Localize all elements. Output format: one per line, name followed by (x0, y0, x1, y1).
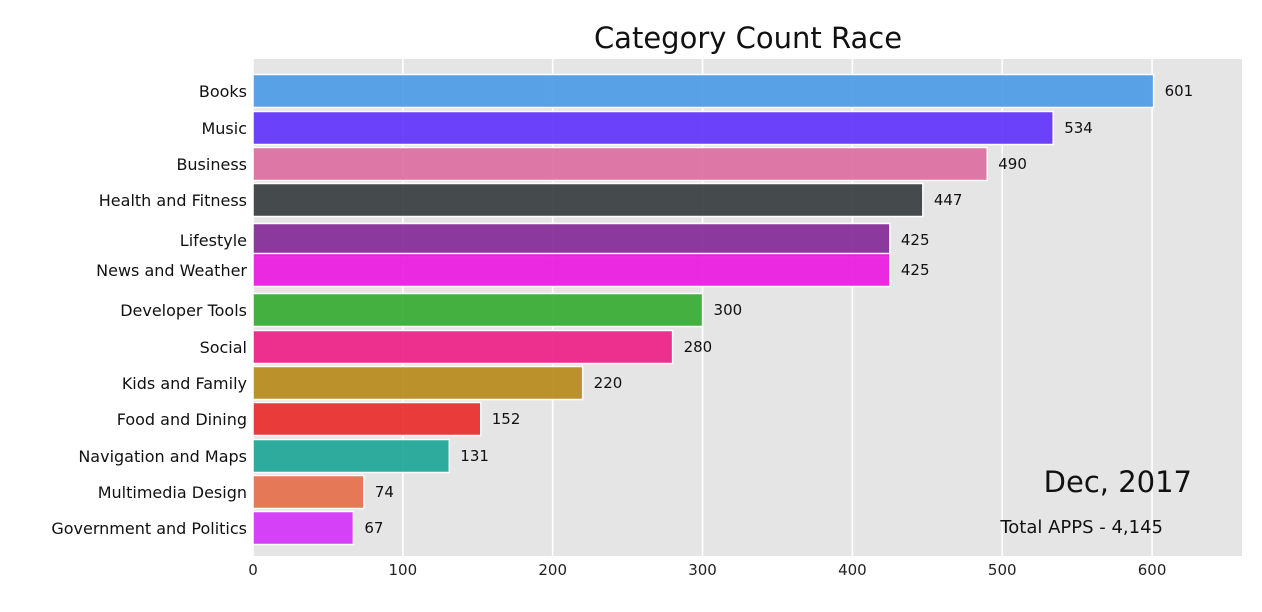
value-label: 601 (1165, 82, 1194, 100)
bar (252, 182, 924, 218)
bar (252, 73, 1155, 109)
category-label: Music (201, 119, 247, 138)
category-label: Kids and Family (122, 374, 247, 393)
category-label: Multimedia Design (98, 483, 247, 502)
category-label: Books (199, 82, 247, 101)
bar (252, 474, 365, 510)
bars (252, 73, 1155, 546)
bar (252, 438, 451, 474)
total-apps-label: Total APPS - 4,145 (999, 517, 1163, 538)
bar (252, 252, 891, 288)
x-tick-label: 0 (248, 561, 258, 579)
value-label: 280 (684, 338, 713, 356)
x-tick-label: 100 (389, 561, 418, 579)
category-label: Lifestyle (180, 231, 247, 250)
date-label: Dec, 2017 (1044, 465, 1192, 499)
x-tick-label: 300 (688, 561, 717, 579)
value-label: 425 (901, 231, 930, 249)
value-label: 534 (1064, 119, 1093, 137)
chart-title: Category Count Race (594, 21, 902, 55)
x-tick-label: 200 (538, 561, 567, 579)
value-label: 152 (492, 410, 521, 428)
value-label: 220 (594, 374, 623, 392)
bar (252, 401, 482, 437)
bar (252, 510, 355, 546)
value-label: 490 (998, 155, 1027, 173)
x-tick-label: 500 (988, 561, 1017, 579)
x-axis-ticks: 0 100 200 300 400 500 600 (248, 561, 1166, 579)
bar (252, 146, 989, 182)
bar (252, 110, 1054, 146)
category-label: Developer Tools (120, 301, 247, 320)
value-labels: 601 534 490 447 425 425 300 280 220 152 131 74 67 (364, 82, 1193, 537)
value-label: 425 (901, 261, 930, 279)
category-label: Navigation and Maps (78, 447, 247, 466)
x-tick-label: 600 (1138, 561, 1167, 579)
bar (252, 292, 704, 328)
value-label: 300 (714, 301, 743, 319)
bar (252, 222, 891, 258)
value-label: 131 (460, 447, 489, 465)
category-labels: Books Music Business Health and Fitness Life… (51, 82, 247, 538)
category-label: News and Weather (96, 261, 247, 280)
category-label: Food and Dining (117, 410, 247, 429)
value-label: 447 (934, 191, 963, 209)
category-label: Health and Fitness (99, 191, 247, 210)
value-label: 74 (375, 483, 394, 501)
bar (252, 329, 674, 365)
category-label: Business (176, 155, 247, 174)
x-tick-label: 400 (838, 561, 867, 579)
bar (252, 365, 584, 401)
category-label: Government and Politics (51, 519, 247, 538)
value-label: 67 (364, 519, 383, 537)
category-label: Social (200, 338, 247, 357)
